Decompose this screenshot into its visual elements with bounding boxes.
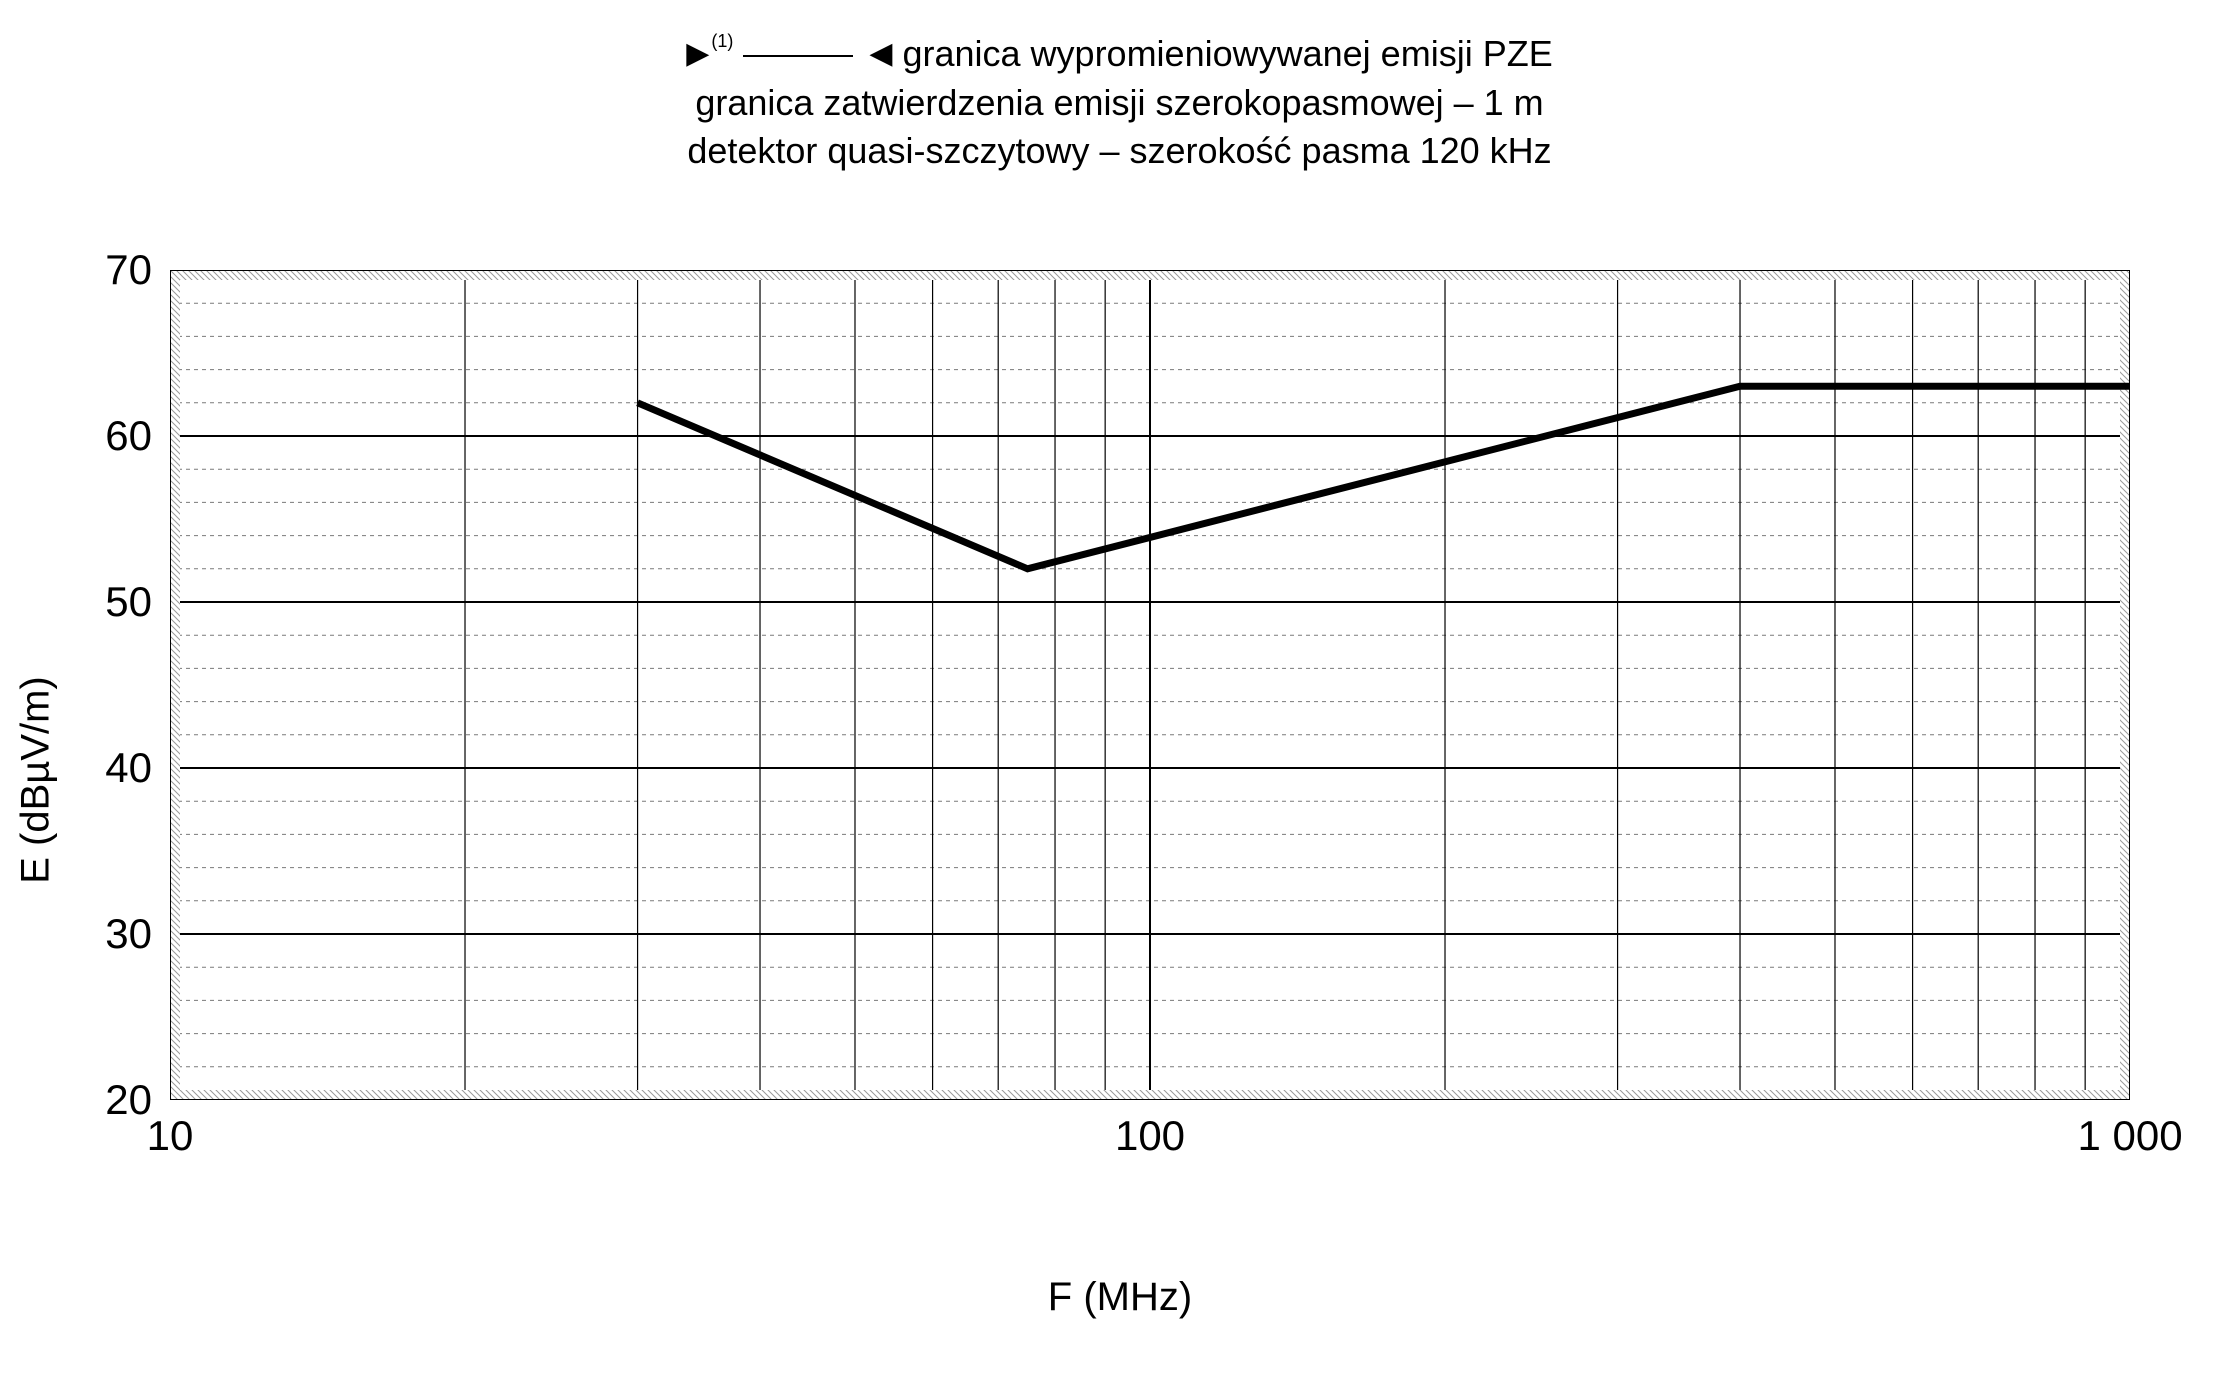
chart-title-block: ▶(1) ◀ granica wypromieniowywanej emisji… <box>0 30 2239 176</box>
triangle-right-icon: ▶ <box>686 34 709 75</box>
triangle-left-icon: ◀ <box>869 34 892 75</box>
title-line-1-text: granica wypromieniowywanej emisji PZE <box>902 33 1552 74</box>
y-tick-label: 20 <box>105 1076 152 1124</box>
plot-area: 203040506070101001 000 <box>170 270 2130 1100</box>
y-tick-label: 50 <box>105 578 152 626</box>
y-axis-label: E (dBµV/m) <box>14 676 59 884</box>
title-blank-line <box>743 55 853 57</box>
title-line-3: detektor quasi-szczytowy – szerokość pas… <box>0 127 2239 176</box>
title-superscript: (1) <box>711 31 733 51</box>
y-tick-label: 70 <box>105 246 152 294</box>
title-line-2: granica zatwierdzenia emisji szerokopasm… <box>0 79 2239 128</box>
y-tick-label: 60 <box>105 412 152 460</box>
y-tick-label: 30 <box>105 910 152 958</box>
x-axis-label: F (MHz) <box>1048 1275 1192 1320</box>
x-tick-label: 100 <box>1115 1112 1185 1160</box>
title-line-1: ▶(1) ◀ granica wypromieniowywanej emisji… <box>0 30 2239 79</box>
y-tick-label: 40 <box>105 744 152 792</box>
x-tick-label: 10 <box>147 1112 194 1160</box>
chart: E (dBµV/m) 203040506070101001 000 F (MHz… <box>60 250 2180 1310</box>
x-tick-label: 1 000 <box>2077 1112 2182 1160</box>
page: ▶(1) ◀ granica wypromieniowywanej emisji… <box>0 0 2239 1389</box>
